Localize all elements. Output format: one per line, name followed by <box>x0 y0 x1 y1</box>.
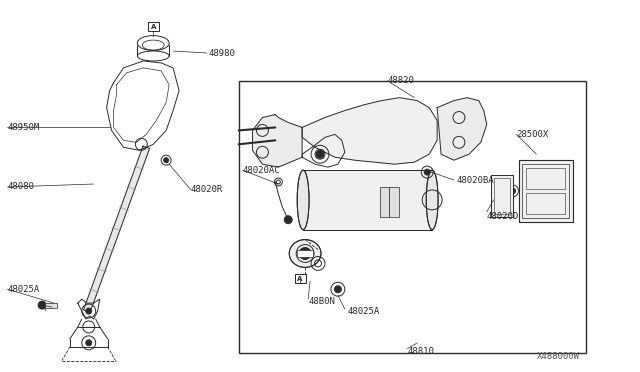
Polygon shape <box>253 115 302 167</box>
Circle shape <box>38 301 46 309</box>
Circle shape <box>316 150 324 158</box>
Ellipse shape <box>426 170 438 230</box>
Text: 48020D: 48020D <box>487 212 519 221</box>
Bar <box>491 175 513 217</box>
Text: 28500X: 28500X <box>516 130 548 139</box>
Ellipse shape <box>289 240 321 267</box>
Text: A: A <box>298 276 303 282</box>
Text: 48820: 48820 <box>387 76 414 85</box>
Polygon shape <box>437 98 487 160</box>
Circle shape <box>335 286 341 292</box>
Text: 48020AC: 48020AC <box>243 166 280 174</box>
Bar <box>493 178 509 214</box>
Bar <box>380 187 390 217</box>
Circle shape <box>284 216 292 224</box>
Circle shape <box>164 158 168 163</box>
Ellipse shape <box>297 170 309 230</box>
Circle shape <box>299 247 311 259</box>
Circle shape <box>509 188 516 194</box>
Circle shape <box>86 340 92 346</box>
Bar <box>518 160 573 222</box>
Bar <box>239 81 586 353</box>
Text: 48950M: 48950M <box>7 123 40 132</box>
Text: 48810: 48810 <box>407 347 434 356</box>
Text: 48080: 48080 <box>7 183 34 192</box>
Text: 48020R: 48020R <box>191 186 223 195</box>
Text: 48020BA: 48020BA <box>457 176 495 185</box>
Text: 48B0N: 48B0N <box>308 296 335 306</box>
Text: A: A <box>150 24 156 30</box>
Bar <box>294 274 306 283</box>
Polygon shape <box>302 98 437 164</box>
Bar <box>148 22 159 31</box>
Text: 48980: 48980 <box>209 48 236 58</box>
Text: X488000W: X488000W <box>537 352 580 361</box>
Text: 48025A: 48025A <box>7 285 40 294</box>
Bar <box>527 193 565 214</box>
Polygon shape <box>83 146 150 312</box>
Circle shape <box>86 308 92 314</box>
Text: 48025A: 48025A <box>348 307 380 315</box>
Bar <box>527 168 565 189</box>
Bar <box>303 170 432 230</box>
Bar <box>45 303 57 308</box>
Bar <box>297 250 313 257</box>
Bar <box>522 164 569 218</box>
Bar <box>390 187 399 217</box>
Circle shape <box>424 169 430 175</box>
